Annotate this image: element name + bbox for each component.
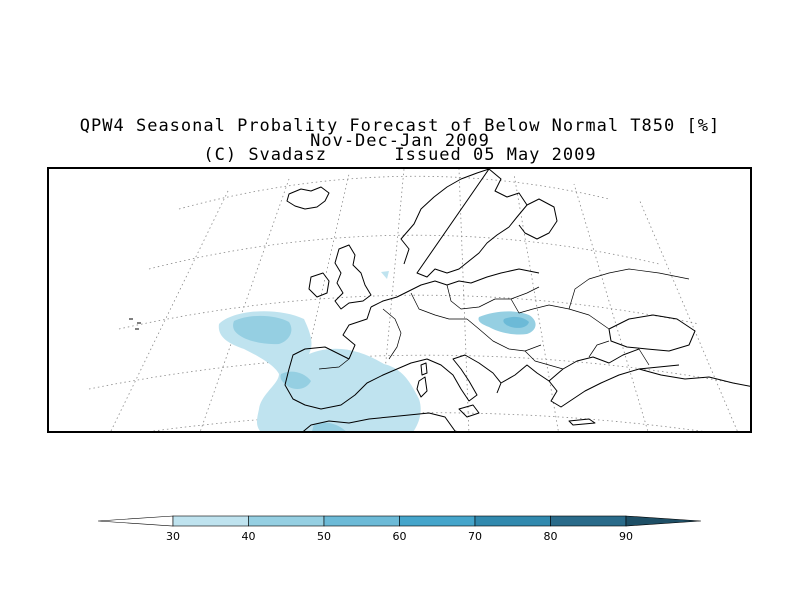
north-sea-30pct-spot (381, 271, 389, 279)
country-borders (318, 268, 690, 370)
anatolia-coastline (638, 368, 750, 387)
map-frame (47, 167, 752, 433)
north-africa-coastline (303, 412, 457, 431)
great-britain-coastline (334, 244, 372, 310)
black-sea-coastline (608, 314, 696, 352)
colorbar-high-arrow (625, 515, 702, 527)
colorbar-segment-50 (323, 515, 400, 527)
iberia-40pct-area (280, 371, 311, 389)
colorbar-segments (97, 515, 702, 527)
colorbar-label-50: 50 (317, 530, 331, 543)
colorbar-labels: 30 40 50 60 70 80 90 (166, 530, 633, 543)
colorbar-segment-70 (474, 515, 551, 527)
europe-map (88, 169, 750, 431)
colorbar-low-arrow (97, 515, 174, 527)
colorbar-label-80: 80 (544, 530, 558, 543)
colorbar-segment-80 (550, 515, 627, 527)
colorbar-label-40: 40 (242, 530, 256, 543)
corsica-coastline (420, 362, 428, 376)
scandinavia-coastline (400, 169, 528, 278)
ireland-coastline (308, 272, 330, 298)
map-subtitle-issued: (C) Svadasz Issued 05 May 2009 (203, 145, 597, 165)
colorbar-label-60: 60 (393, 530, 407, 543)
colorbar-legend: 30 40 50 60 70 80 90 (97, 515, 702, 543)
crete-coastline (568, 418, 596, 426)
colorbar-segment-30 (172, 515, 249, 527)
colorbar-label-70: 70 (468, 530, 482, 543)
probability-shading (218, 271, 536, 431)
iceland-coastline (286, 186, 330, 210)
south-iberia-40pct-area (312, 422, 346, 431)
colorbar-label-30: 30 (166, 530, 180, 543)
azores-islands (129, 318, 141, 330)
atlantic-40pct-area (233, 315, 292, 345)
map-subtitle-period: Nov-Dec-Jan 2009 (310, 131, 490, 151)
map-title: QPW4 Seasonal Probality Forecast of Belo… (79, 116, 721, 136)
colorbar-segment-60 (399, 515, 476, 527)
hungary-50pct-area (503, 316, 529, 328)
coastlines (129, 169, 750, 431)
finland-coastline (518, 198, 558, 240)
colorbar-segment-40 (248, 515, 325, 527)
sardinia-coastline (416, 376, 428, 398)
sicily-coastline (458, 404, 480, 418)
colorbar-label-90: 90 (619, 530, 633, 543)
